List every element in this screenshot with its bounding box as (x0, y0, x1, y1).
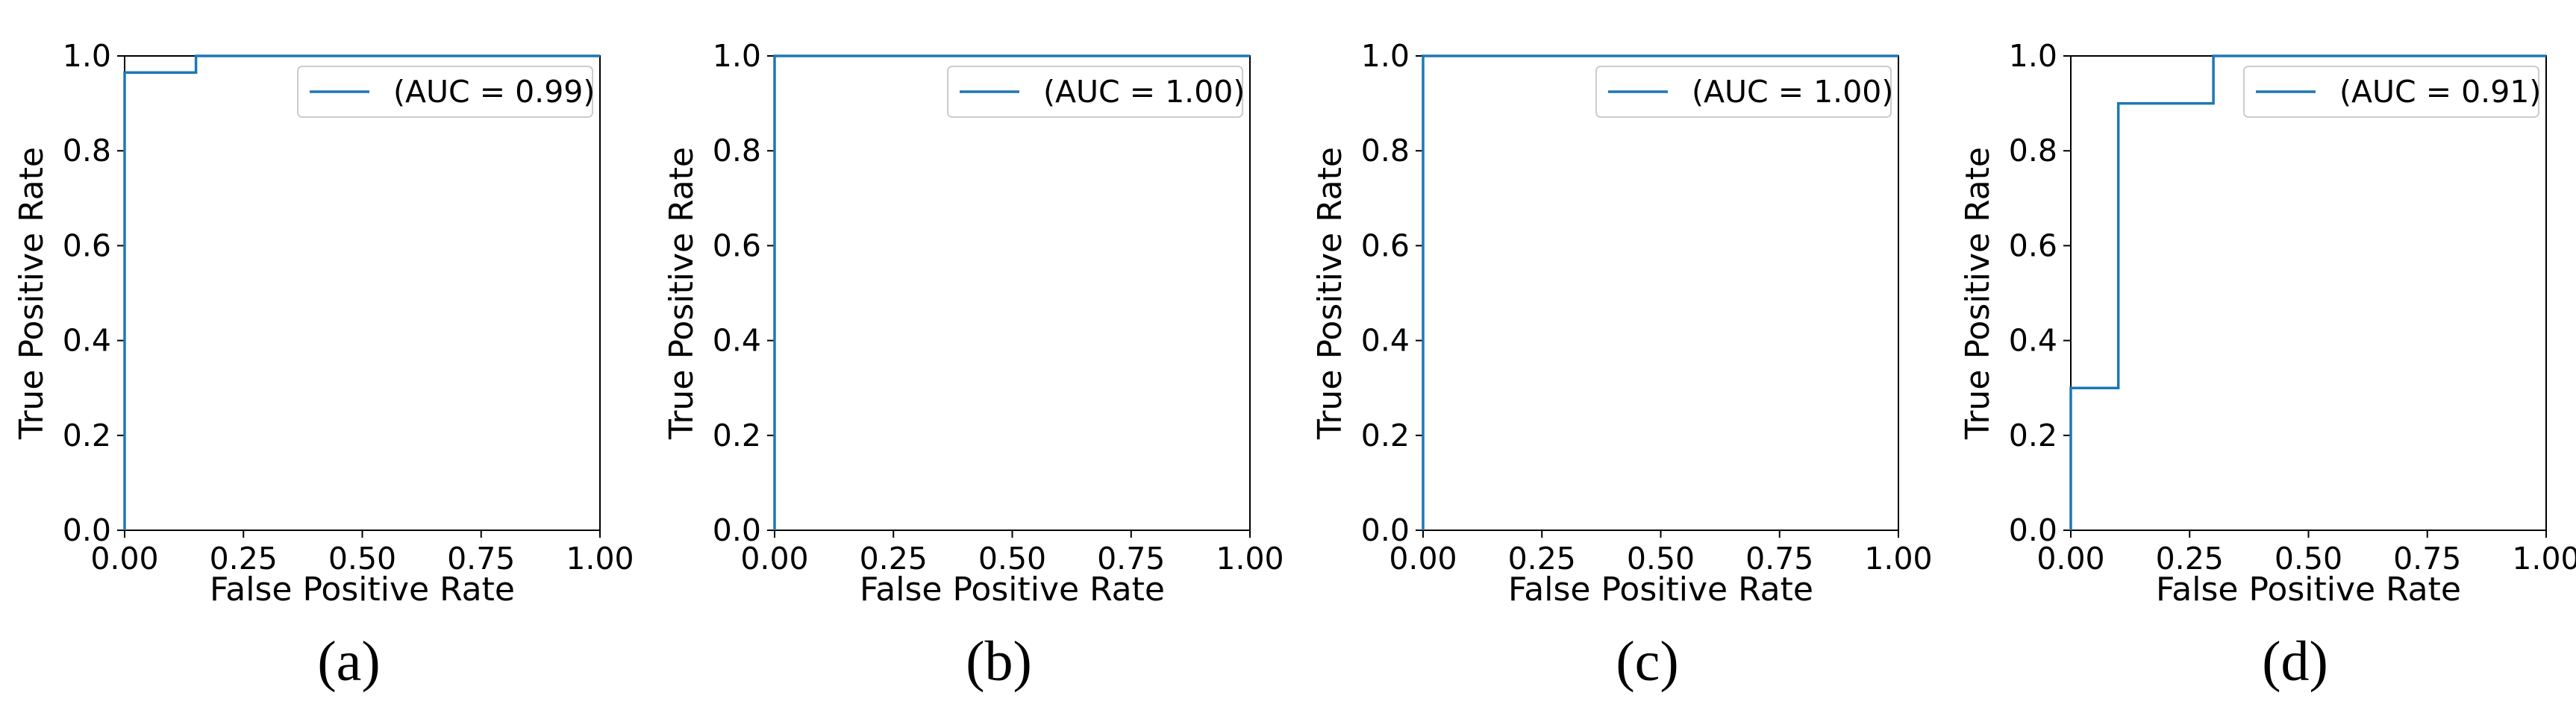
x-tick-label: 0.00 (1389, 541, 1457, 577)
legend-label: (AUC = 1.00) (1043, 74, 1245, 110)
y-axis-label: True Positive Rate (663, 147, 701, 440)
x-tick-label: 0.75 (1745, 541, 1813, 577)
x-tick-label: 0.50 (978, 541, 1046, 577)
x-tick-label: 0.25 (210, 541, 278, 577)
x-tick-label: 1.00 (2512, 541, 2576, 577)
x-tick-label: 0.25 (860, 541, 928, 577)
x-axis-label: False Positive Rate (210, 571, 515, 609)
legend-label: (AUC = 0.99) (393, 74, 595, 110)
legend-box (947, 66, 1243, 118)
x-tick-label: 0.75 (2393, 541, 2461, 577)
axes-frame (774, 55, 1251, 531)
y-axis-label: True Positive Rate (1959, 147, 1997, 440)
legend-label: (AUC = 1.00) (1692, 74, 1893, 110)
axes-frame (1422, 55, 1899, 531)
axes-frame (124, 55, 601, 531)
legend-label: (AUC = 0.91) (2339, 74, 2541, 110)
y-tick-label: 0.4 (713, 323, 761, 359)
y-tick-label: 0.0 (713, 512, 761, 548)
y-tick-label: 1.0 (1361, 38, 1410, 74)
y-tick-label: 1.0 (2009, 38, 2057, 74)
x-tick-label: 1.00 (566, 541, 634, 577)
x-tick-label: 0.25 (1508, 541, 1576, 577)
y-tick-label: 0.8 (713, 133, 761, 169)
y-tick-label: 0.6 (713, 227, 761, 263)
panel-caption: (c) (1616, 630, 1678, 693)
x-tick-label: 0.75 (447, 541, 515, 577)
panel-caption: (a) (317, 630, 380, 693)
chart-panel-c: 0.00 0.25 0.50 0.75 1.00 0.0 0.2 0.4 0.6 0.8 1.0 Fa… (1311, 38, 1933, 693)
y-tick-label: 0.6 (63, 227, 111, 263)
y-axis-label: True Positive Rate (1311, 147, 1349, 440)
x-tick-label: 0.00 (2036, 541, 2104, 577)
y-tick-label: 0.2 (1361, 418, 1410, 453)
y-tick-label: 0.0 (1361, 512, 1410, 548)
roc-curve-line (2069, 54, 2546, 530)
x-tick-label: 1.00 (1216, 541, 1284, 577)
y-tick-label: 0.0 (2009, 512, 2057, 548)
y-tick-label: 0.4 (1361, 323, 1410, 359)
legend-box (2243, 66, 2539, 118)
chart-panel-b: 0.00 0.25 0.50 0.75 1.00 0.0 0.2 0.4 0.6 0.8 1.0 Fa… (663, 38, 1284, 693)
roc-curve-line (123, 54, 600, 530)
y-tick-label: 0.6 (1361, 227, 1410, 263)
y-tick-label: 0.0 (63, 512, 111, 548)
roc-curve-line (773, 54, 1250, 530)
y-tick-label: 1.0 (63, 38, 111, 74)
x-tick-label: 0.25 (2156, 541, 2224, 577)
axes-frame (2070, 55, 2547, 531)
x-tick-label: 0.00 (90, 541, 158, 577)
y-tick-label: 0.8 (2009, 133, 2057, 169)
x-tick-label: 0.75 (1097, 541, 1165, 577)
y-tick-label: 0.8 (1361, 133, 1410, 169)
panel-caption: (b) (966, 630, 1032, 693)
y-tick-label: 0.8 (63, 133, 111, 169)
y-tick-label: 0.2 (63, 418, 111, 453)
x-axis-label: False Positive Rate (860, 571, 1165, 609)
chart-panel-a: 0.00 0.25 0.50 0.75 1.00 0.0 0.2 0.4 0.6 0.8 1.0 Fa… (13, 38, 634, 693)
panel-caption: (d) (2262, 630, 2328, 693)
x-axis-label: False Positive Rate (1508, 571, 1813, 609)
x-tick-label: 0.50 (1627, 541, 1695, 577)
x-tick-label: 1.00 (1864, 541, 1932, 577)
chart-panel-d: 0.00 0.25 0.50 0.75 1.00 0.0 0.2 0.4 0.6 0.8 1.0 Fa… (1959, 38, 2576, 693)
y-tick-label: 0.6 (2009, 227, 2057, 263)
y-tick-label: 0.2 (2009, 418, 2057, 453)
x-tick-label: 0.50 (328, 541, 396, 577)
y-tick-label: 1.0 (713, 38, 761, 74)
legend-box (1595, 66, 1892, 118)
y-tick-label: 0.4 (2009, 323, 2057, 359)
y-axis-label: True Positive Rate (13, 147, 51, 440)
x-tick-label: 0.50 (2275, 541, 2342, 577)
x-tick-label: 0.00 (740, 541, 808, 577)
legend-box (297, 66, 593, 118)
y-tick-label: 0.2 (713, 418, 761, 453)
roc-curve-line (1422, 54, 1898, 530)
x-axis-label: False Positive Rate (2156, 571, 2461, 609)
y-tick-label: 0.4 (63, 323, 111, 359)
